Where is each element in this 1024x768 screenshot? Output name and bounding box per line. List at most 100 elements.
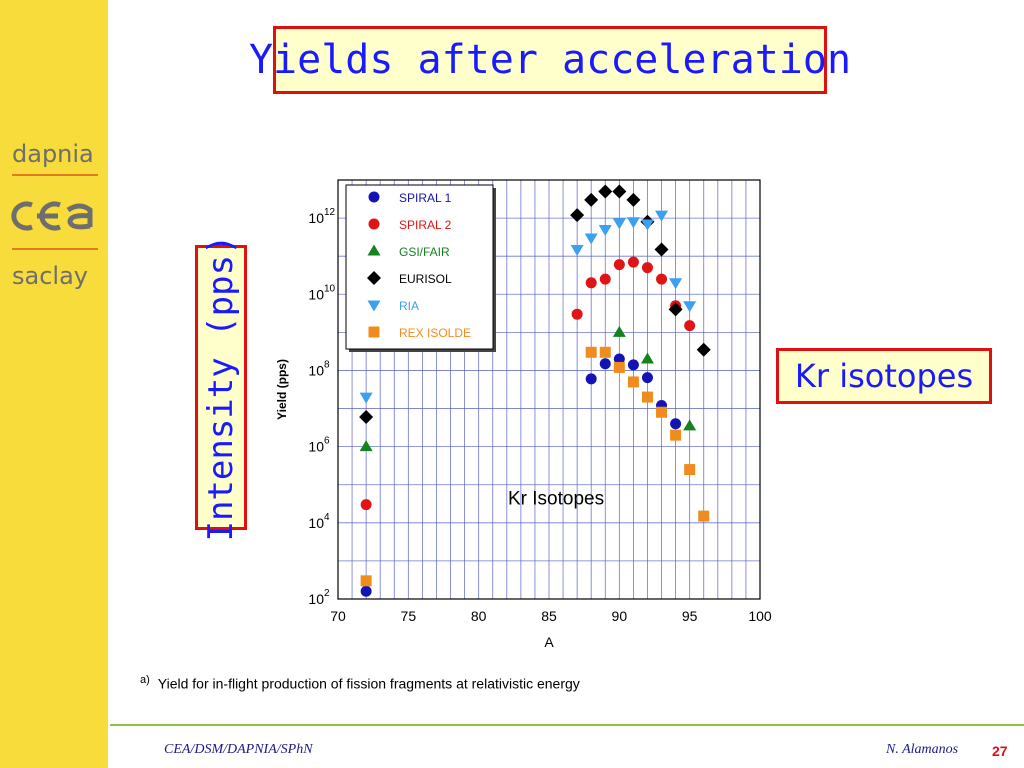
x-axis-label: A — [544, 634, 554, 650]
y-tick-label: 10 — [308, 591, 324, 607]
data-point — [613, 353, 625, 365]
data-point — [360, 575, 372, 587]
y-tick-label: 10 — [308, 210, 324, 226]
data-point — [359, 392, 373, 404]
data-markers — [359, 184, 711, 597]
cea-logo-icon — [11, 201, 93, 231]
data-point — [585, 277, 597, 289]
slide-title: Yields after acceleration — [248, 37, 852, 83]
data-point — [612, 325, 626, 337]
data-point — [570, 208, 585, 223]
data-point — [641, 262, 653, 274]
footer-organization: CEA/DSM/DAPNIA/SPhN — [164, 742, 313, 757]
legend-label: REX ISOLDE — [399, 326, 471, 340]
footer-divider — [110, 724, 1024, 726]
y-tick-label: 10 — [308, 286, 324, 302]
data-point — [612, 218, 626, 230]
data-point — [626, 217, 640, 229]
y-axis-label: Yield (pps) — [275, 359, 289, 420]
y-tick-label: 10 — [308, 362, 324, 378]
y-tick-label: 10 — [308, 439, 324, 455]
data-point — [613, 259, 625, 271]
data-point — [627, 376, 639, 388]
legend-marker — [367, 244, 381, 256]
data-point — [613, 361, 625, 373]
data-point — [626, 192, 641, 207]
chart-legend: SPIRAL 1 SPIRAL 2 GSI/FAIR EURISOL RIA REX IS… — [345, 184, 496, 352]
data-point — [570, 244, 584, 256]
data-point — [684, 464, 696, 476]
legend-label: GSI/FAIR — [399, 245, 450, 259]
series-4 — [359, 210, 697, 404]
data-point — [683, 301, 697, 313]
sidebar: dapnia saclay — [0, 0, 108, 768]
data-point — [612, 184, 627, 199]
legend-marker — [368, 191, 380, 203]
data-point — [669, 278, 683, 290]
x-tick-label: 85 — [541, 608, 557, 624]
y-tick-exponent: 4 — [324, 512, 330, 523]
x-tick-label: 100 — [748, 608, 772, 624]
series-2 — [359, 325, 697, 452]
plot-frame — [337, 179, 761, 600]
data-point — [627, 256, 639, 268]
y-tick-exponent: 8 — [324, 359, 330, 370]
data-point — [655, 210, 669, 222]
data-point — [641, 372, 653, 384]
data-point — [571, 308, 583, 320]
data-point — [696, 342, 711, 357]
page-number: 27 — [992, 743, 1008, 759]
data-point — [598, 225, 612, 237]
data-point — [654, 242, 669, 257]
legend-label: RIA — [399, 299, 419, 313]
x-tick-label: 90 — [612, 608, 628, 624]
y-tick-label: 10 — [308, 515, 324, 531]
data-point — [360, 585, 372, 597]
data-point — [585, 373, 597, 385]
data-point — [640, 219, 654, 231]
kr-isotopes-box: Kr isotopes — [776, 348, 992, 404]
dapnia-logo: dapnia — [12, 140, 94, 168]
legend-box — [345, 184, 494, 350]
series-1 — [360, 256, 696, 511]
y-tick-exponent: 2 — [324, 588, 330, 599]
legend-marker — [367, 271, 381, 285]
data-point — [670, 418, 682, 430]
y-tick-exponent: 6 — [324, 436, 330, 447]
data-point — [599, 346, 611, 358]
x-tick-label: 80 — [471, 608, 487, 624]
intensity-label-box: Intensity (pps) — [195, 234, 247, 541]
data-point — [599, 273, 611, 285]
legend-label: EURISOL — [399, 272, 452, 286]
legend-label: SPIRAL 2 — [399, 218, 452, 232]
caption-marker: a) — [140, 674, 150, 686]
data-point — [670, 429, 682, 441]
figure-caption: a) Yield for in-flight production of fiss… — [140, 674, 580, 692]
data-point — [640, 352, 654, 364]
legend-label: SPIRAL 1 — [399, 191, 452, 205]
series-0 — [360, 353, 682, 597]
x-tick-label: 75 — [401, 608, 417, 624]
data-point — [641, 391, 653, 403]
x-tick-label: 95 — [682, 608, 698, 624]
data-point — [585, 346, 597, 358]
x-tick-label: 70 — [330, 608, 346, 624]
series-3 — [359, 184, 711, 424]
legend-marker — [368, 326, 380, 338]
saclay-logo: saclay — [12, 262, 88, 290]
data-point — [359, 409, 374, 424]
series-5 — [360, 346, 710, 587]
data-point — [584, 233, 598, 245]
title-box: Yields after acceleration — [249, 26, 851, 94]
data-point — [656, 273, 668, 285]
data-point — [668, 302, 683, 317]
data-point — [656, 406, 668, 418]
intensity-label: Intensity (pps) — [201, 233, 241, 542]
legend-marker — [367, 300, 381, 312]
logo-divider — [12, 248, 98, 250]
data-point — [698, 510, 710, 522]
data-point — [359, 440, 373, 452]
data-point — [684, 320, 696, 332]
